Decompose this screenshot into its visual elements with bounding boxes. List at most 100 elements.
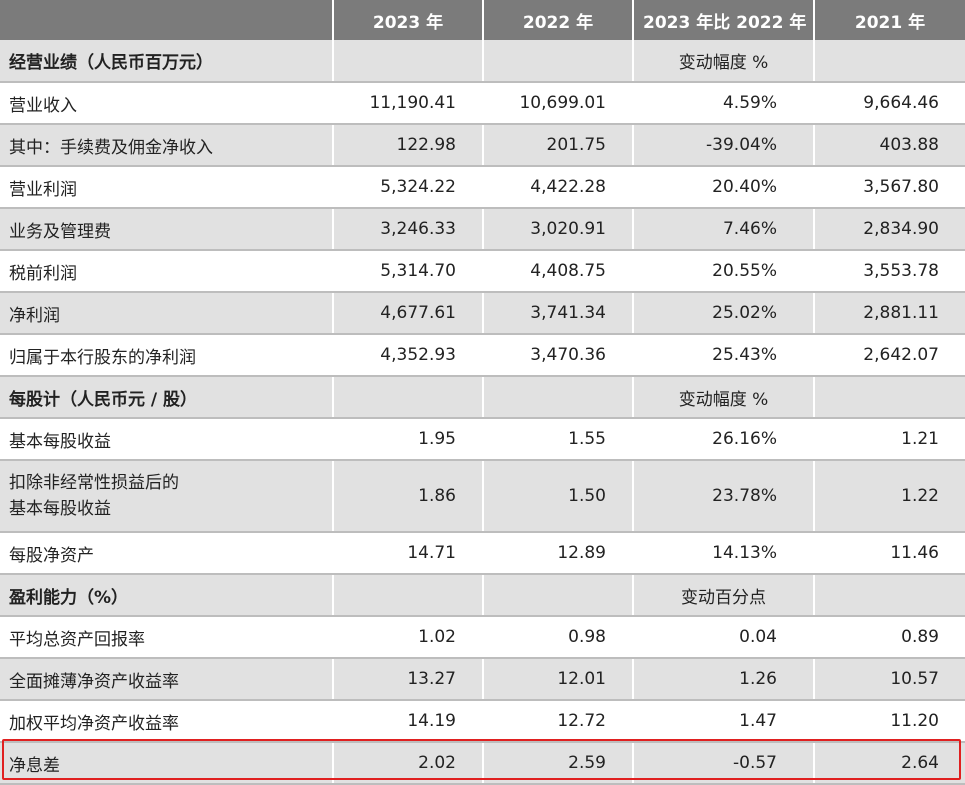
value-change: 7.46% — [633, 208, 815, 251]
value-change: 25.43% — [633, 334, 815, 377]
table-row: 扣除非经常性损益后的 基本每股收益 1.86 1.50 23.78% 1.22 — [0, 460, 965, 533]
value-2023: 1.02 — [333, 616, 484, 659]
value-2021: 2.64 — [814, 742, 965, 785]
section-profitability: 盈利能力（%） 变动百分点 — [0, 574, 965, 617]
header-label-cell — [0, 0, 334, 40]
table-row: 加权平均净资产收益率 14.19 12.72 1.47 11.20 — [0, 700, 965, 743]
value-change: 25.02% — [633, 292, 815, 335]
value-2022: 1.55 — [483, 418, 634, 461]
row-label: 其中：手续费及佣金净收入 — [0, 124, 334, 167]
value-2021: 2,834.90 — [814, 208, 965, 251]
value-2021: 10.57 — [814, 658, 965, 701]
row-label: 加权平均净资产收益率 — [0, 700, 334, 743]
table-row-highlighted: 净息差 2.02 2.59 -0.57 2.64 — [0, 742, 965, 785]
value-change: 20.40% — [633, 166, 815, 209]
value-2023: 13.27 — [333, 658, 484, 701]
value-2022: 3,020.91 — [483, 208, 634, 251]
row-label: 扣除非经常性损益后的 基本每股收益 — [0, 460, 334, 533]
section-title: 经营业绩（人民币百万元） — [0, 40, 334, 83]
value-change: 0.04 — [633, 616, 815, 659]
value-2023: 14.71 — [333, 532, 484, 575]
section-per-share: 每股计（人民币元 / 股） 变动幅度 % — [0, 376, 965, 419]
value-2021: 2,642.07 — [814, 334, 965, 377]
value-2022: 3,470.36 — [483, 334, 634, 377]
change-note: 变动幅度 % — [633, 376, 815, 419]
change-note: 变动幅度 % — [633, 40, 815, 83]
value-2022: 12.89 — [483, 532, 634, 575]
value-2023: 14.19 — [333, 700, 484, 743]
value-2023: 2.02 — [333, 742, 484, 785]
table-row: 全面摊薄净资产收益率 13.27 12.01 1.26 10.57 — [0, 658, 965, 701]
header-2023: 2023 年 — [333, 0, 484, 40]
table-row: 基本每股收益 1.95 1.55 26.16% 1.21 — [0, 418, 965, 461]
value-2022: 12.72 — [483, 700, 634, 743]
value-change: 1.26 — [633, 658, 815, 701]
value-2023: 5,314.70 — [333, 250, 484, 293]
value-change: 4.59% — [633, 82, 815, 125]
value-2022: 0.98 — [483, 616, 634, 659]
row-label: 税前利润 — [0, 250, 334, 293]
table-row: 税前利润 5,314.70 4,408.75 20.55% 3,553.78 — [0, 250, 965, 293]
header-change: 2023 年比 2022 年 — [633, 0, 815, 40]
value-2021: 1.21 — [814, 418, 965, 461]
value-2023: 1.86 — [333, 460, 484, 533]
value-2022: 10,699.01 — [483, 82, 634, 125]
header-2021: 2021 年 — [814, 0, 965, 40]
header-2022: 2022 年 — [483, 0, 634, 40]
row-label: 业务及管理费 — [0, 208, 334, 251]
row-label-line2: 基本每股收益 — [9, 499, 111, 519]
section-title: 每股计（人民币元 / 股） — [0, 376, 334, 419]
table-row: 平均总资产回报率 1.02 0.98 0.04 0.89 — [0, 616, 965, 659]
value-2021: 1.22 — [814, 460, 965, 533]
value-2022: 1.50 — [483, 460, 634, 533]
value-2021: 2,881.11 — [814, 292, 965, 335]
value-2022: 201.75 — [483, 124, 634, 167]
row-label: 净息差 — [0, 742, 334, 785]
table-row: 营业收入 11,190.41 10,699.01 4.59% 9,664.46 — [0, 82, 965, 125]
value-2022: 4,408.75 — [483, 250, 634, 293]
value-2023: 5,324.22 — [333, 166, 484, 209]
change-note: 变动百分点 — [633, 574, 815, 617]
value-2023: 3,246.33 — [333, 208, 484, 251]
value-change: 1.47 — [633, 700, 815, 743]
table-row: 净利润 4,677.61 3,741.34 25.02% 2,881.11 — [0, 292, 965, 335]
value-change: 26.16% — [633, 418, 815, 461]
row-label: 营业收入 — [0, 82, 334, 125]
value-2021: 403.88 — [814, 124, 965, 167]
value-2022: 3,741.34 — [483, 292, 634, 335]
value-change: -39.04% — [633, 124, 815, 167]
value-change: 14.13% — [633, 532, 815, 575]
value-2021: 0.89 — [814, 616, 965, 659]
table-row: 每股净资产 14.71 12.89 14.13% 11.46 — [0, 532, 965, 575]
value-2021: 11.20 — [814, 700, 965, 743]
table-row: 其中：手续费及佣金净收入 122.98 201.75 -39.04% 403.8… — [0, 124, 965, 167]
value-change: 23.78% — [633, 460, 815, 533]
row-label: 净利润 — [0, 292, 334, 335]
value-change: 20.55% — [633, 250, 815, 293]
value-2022: 4,422.28 — [483, 166, 634, 209]
header-row: 2023 年 2022 年 2023 年比 2022 年 2021 年 — [0, 0, 965, 40]
row-label: 每股净资产 — [0, 532, 334, 575]
table-row: 归属于本行股东的净利润 4,352.93 3,470.36 25.43% 2,6… — [0, 334, 965, 377]
value-2021: 11.46 — [814, 532, 965, 575]
value-2021: 3,567.80 — [814, 166, 965, 209]
value-2022: 2.59 — [483, 742, 634, 785]
table-row: 业务及管理费 3,246.33 3,020.91 7.46% 2,834.90 — [0, 208, 965, 251]
value-2023: 4,352.93 — [333, 334, 484, 377]
value-2021: 3,553.78 — [814, 250, 965, 293]
row-label: 基本每股收益 — [0, 418, 334, 461]
row-label: 平均总资产回报率 — [0, 616, 334, 659]
value-change: -0.57 — [633, 742, 815, 785]
table-row: 营业利润 5,324.22 4,422.28 20.40% 3,567.80 — [0, 166, 965, 209]
row-label: 归属于本行股东的净利润 — [0, 334, 334, 377]
row-label: 全面摊薄净资产收益率 — [0, 658, 334, 701]
value-2023: 1.95 — [333, 418, 484, 461]
value-2021: 9,664.46 — [814, 82, 965, 125]
value-2023: 4,677.61 — [333, 292, 484, 335]
section-title: 盈利能力（%） — [0, 574, 334, 617]
row-label-line1: 扣除非经常性损益后的 — [9, 473, 179, 493]
value-2022: 12.01 — [483, 658, 634, 701]
row-label: 营业利润 — [0, 166, 334, 209]
section-operating: 经营业绩（人民币百万元） 变动幅度 % — [0, 40, 965, 83]
